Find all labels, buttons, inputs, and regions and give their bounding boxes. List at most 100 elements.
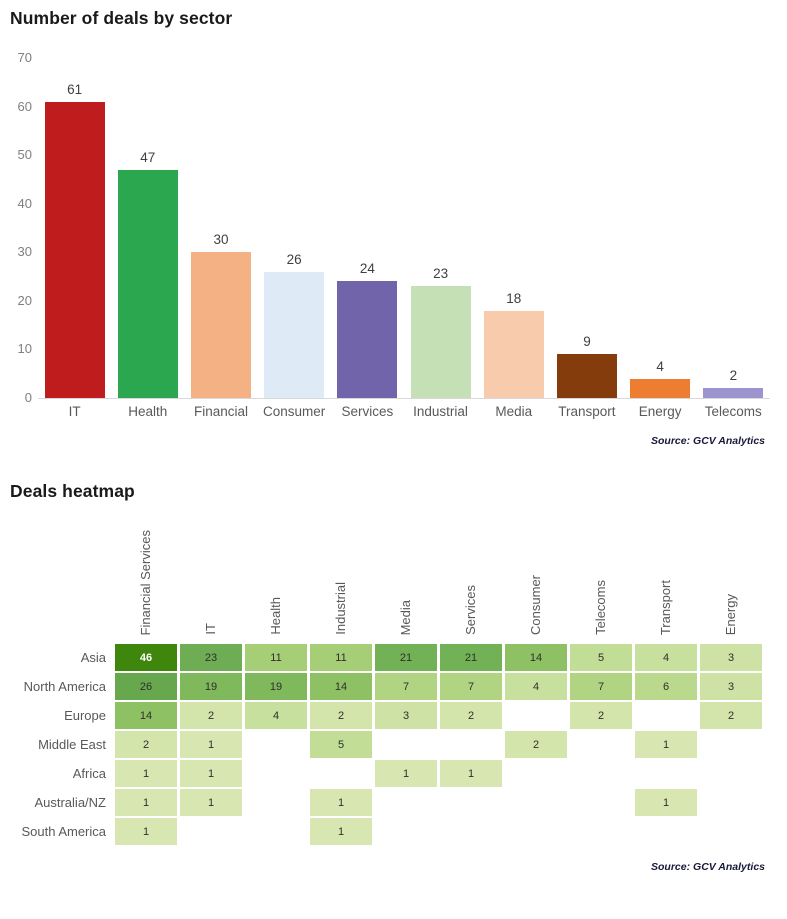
heatmap-row-label: North America [23, 679, 106, 694]
heatmap-cell: 11 [310, 644, 372, 671]
bar-value-label: 23 [433, 266, 449, 282]
heatmap-empty-cell [570, 789, 632, 816]
heatmap-empty-cell [700, 789, 762, 816]
heatmap-row-label: Middle East [38, 737, 106, 752]
heatmap-row-label: South America [21, 824, 106, 839]
bar [337, 281, 398, 398]
report-page: Number of deals by sector 0 10 20 30 40 50 60 7… [0, 8, 787, 919]
bar-value-label: 30 [213, 232, 229, 248]
heatmap-cell: 3 [700, 644, 762, 671]
heatmap-column-label: IT [180, 512, 242, 642]
heatmap-cell: 2 [700, 702, 762, 729]
heatmap-column-label-text: Telecoms [592, 580, 608, 635]
heatmap-cell: 1 [635, 731, 697, 758]
bar-category-label: Telecoms [704, 404, 762, 419]
heatmap-grid: Financial Services IT Health Industrial Medi… [2, 512, 787, 845]
heatmap-column-label: Financial Services [115, 512, 177, 642]
heatmap-cell: 46 [115, 644, 177, 671]
heatmap-empty-cell [245, 818, 307, 845]
bar-chart-title: Number of deals by sector [10, 8, 233, 28]
heatmap-row-label: Europe [64, 708, 106, 723]
bar-chart-source: Source: GCV Analytics [651, 435, 765, 447]
heatmap-cell: 6 [635, 673, 697, 700]
bar [557, 354, 617, 398]
bar-value-label: 4 [656, 358, 664, 374]
heatmap-cell: 1 [635, 789, 697, 816]
heatmap-cell: 23 [180, 644, 242, 671]
bar-value-label: 61 [67, 81, 83, 97]
heatmap-cell: 4 [245, 702, 307, 729]
bar-category-label: Transport [558, 404, 616, 419]
heatmap-cell: 14 [115, 702, 177, 729]
heatmap-cell: 2 [310, 702, 372, 729]
heatmap-column-label-text: Transport [657, 579, 673, 635]
y-axis-tick-label: 60 [17, 98, 32, 114]
heatmap-cell: 2 [115, 731, 177, 758]
heatmap-empty-cell [440, 731, 502, 758]
heatmap-cell: 11 [245, 644, 307, 671]
heatmap-cell: 3 [375, 702, 437, 729]
bar-category-label: Financial [193, 404, 248, 419]
bar-chart-section: Number of deals by sector 0 10 20 30 40 50 60 7… [0, 8, 787, 447]
heatmap-empty-cell [635, 760, 697, 787]
heatmap-column-label-text: Health [267, 597, 283, 635]
heatmap-cell: 19 [245, 673, 307, 700]
bar-chart-plot: 0 10 20 30 40 50 60 70 61 47 30 26 24 23 18 9 4 2 [18, 50, 770, 405]
y-axis-tick-label: 70 [17, 50, 32, 65]
bar-value-label: 2 [729, 368, 738, 384]
bar-category-label: Energy [638, 404, 682, 419]
heatmap-empty-cell [505, 789, 567, 816]
heatmap-row-label: Australia/NZ [34, 795, 106, 810]
heatmap-empty-cell [440, 818, 502, 845]
heatmap-empty-cell [375, 731, 437, 758]
heatmap-corner-spacer [2, 512, 112, 642]
heatmap-cell: 1 [180, 731, 242, 758]
y-axis-tick-label: 30 [17, 244, 32, 260]
heatmap-empty-cell [375, 789, 437, 816]
heatmap-column-label-text: Media [397, 599, 413, 635]
heatmap-empty-cell [180, 818, 242, 845]
heatmap-column-label: Transport [635, 512, 697, 642]
heatmap-cell: 19 [180, 673, 242, 700]
heatmap-cell: 26 [115, 673, 177, 700]
heatmap-empty-cell [245, 731, 307, 758]
heatmap-cell: 2 [505, 731, 567, 758]
heatmap-empty-cell [440, 789, 502, 816]
y-axis-tick-label: 50 [17, 147, 32, 163]
heatmap-cell: 14 [505, 644, 567, 671]
heatmap-cell: 1 [310, 818, 372, 845]
bar [483, 310, 544, 398]
heatmap-column-label-text: IT [202, 623, 218, 635]
heatmap-row-label: Asia [80, 650, 106, 665]
y-axis-tick-label: 10 [17, 341, 32, 357]
heatmap-cell: 1 [180, 789, 242, 816]
heatmap-column-label: Telecoms [570, 512, 632, 642]
heatmap-column-label-text: Services [462, 585, 478, 635]
bar-value-label: 26 [286, 251, 302, 267]
heatmap-cell: 5 [570, 644, 632, 671]
heatmap-section: Deals heatmap Financial Services IT Health… [0, 481, 787, 873]
y-axis-tick-label: 40 [17, 195, 32, 211]
heatmap-empty-cell [245, 760, 307, 787]
bar-category-label: Services [341, 404, 394, 419]
y-axis-tick-label: 20 [17, 292, 32, 308]
bar [44, 101, 105, 398]
bar [410, 286, 471, 398]
heatmap-column-label: Media [375, 512, 437, 642]
heatmap-cell: 1 [115, 818, 177, 845]
heatmap-cell: 1 [115, 760, 177, 787]
heatmap-column-label: Consumer [505, 512, 567, 642]
y-axis-tick-label: 0 [24, 390, 32, 405]
heatmap-cell: 4 [505, 673, 567, 700]
heatmap-row-label: Africa [72, 766, 106, 781]
heatmap-empty-cell [700, 760, 762, 787]
bar [703, 388, 764, 398]
bar-category-label: IT [68, 404, 81, 419]
heatmap-cell: 7 [375, 673, 437, 700]
heatmap-empty-cell [310, 760, 372, 787]
bar-category-label: Media [495, 404, 533, 419]
heatmap-cell: 5 [310, 731, 372, 758]
heatmap-cell: 4 [635, 644, 697, 671]
heatmap-empty-cell [505, 818, 567, 845]
bar-chart-x-axis: IT Health Financial Consumer Services Industr… [38, 404, 770, 419]
